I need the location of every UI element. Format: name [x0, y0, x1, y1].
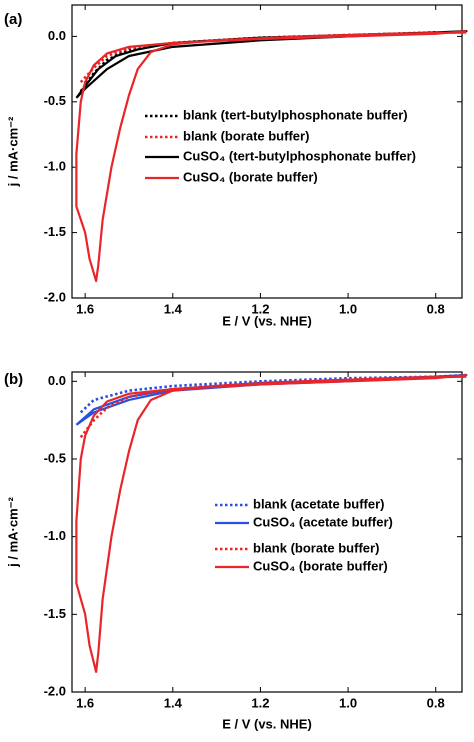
y-axis-title: j / mA·cm⁻² — [5, 116, 20, 187]
x-tick-label: 1.6 — [76, 695, 94, 710]
legend-label: blank (acetate buffer) — [253, 496, 384, 511]
cv-curve — [79, 375, 436, 439]
cv-curve — [75, 30, 468, 99]
x-tick-label: 0.8 — [427, 301, 445, 316]
x-tick-label: 1.4 — [164, 695, 183, 710]
legend-label: CuSO₄ (borate buffer) — [253, 558, 388, 573]
x-tick-label: 1.2 — [251, 695, 269, 710]
x-tick-label: 1.2 — [251, 301, 269, 316]
y-tick-label: -1.0 — [44, 528, 66, 543]
cv-curve — [75, 30, 467, 283]
y-tick-label: -1.0 — [44, 159, 66, 174]
y-tick-label: 0.0 — [48, 28, 66, 43]
y-tick-label: -2.0 — [44, 289, 66, 304]
panel-label: (b) — [4, 371, 23, 388]
panel: (a) 1.6 1.4 1.2 1.0 0.8 0.0 -0.5 -1.0 -1.5 -2.0 E /… — [4, 4, 468, 328]
legend-label: blank (tert-butylphosphonate buffer) — [183, 107, 408, 122]
panel-label: (a) — [4, 11, 22, 28]
x-tick-label: 1.0 — [339, 695, 357, 710]
y-axis-title: j / mA·cm⁻² — [5, 496, 20, 567]
x-tick-label: 1.6 — [76, 301, 94, 316]
y-tick-label: -0.5 — [44, 93, 66, 108]
x-tick-label: 0.8 — [427, 695, 445, 710]
plot-frame — [71, 4, 463, 299]
cv-curve — [75, 374, 467, 673]
panel: (b) 1.6 1.4 1.2 1.0 0.8 0.0 -0.5 -1.0 -1.5 -2.0 E /… — [4, 371, 468, 731]
y-tick-label: -2.0 — [44, 683, 66, 698]
y-tick-label: -0.5 — [44, 450, 66, 465]
legend-label: CuSO₄ (acetate buffer) — [253, 514, 393, 529]
legend-label: blank (borate buffer) — [183, 128, 309, 143]
x-axis-title: E / V (vs. NHE) — [222, 313, 312, 328]
y-tick-label: -1.5 — [44, 224, 66, 239]
y-tick-label: 0.0 — [48, 373, 66, 388]
y-tick-label: -1.5 — [44, 606, 66, 621]
x-tick-label: 1.0 — [339, 301, 357, 316]
legend-label: CuSO₄ (tert-butylphosphonate buffer) — [183, 148, 416, 163]
plot-frame — [71, 371, 463, 693]
legend-label: CuSO₄ (borate buffer) — [183, 169, 318, 184]
x-tick-label: 1.4 — [164, 301, 183, 316]
x-axis-title: E / V (vs. NHE) — [222, 716, 312, 731]
legend-label: blank (borate buffer) — [253, 540, 379, 555]
